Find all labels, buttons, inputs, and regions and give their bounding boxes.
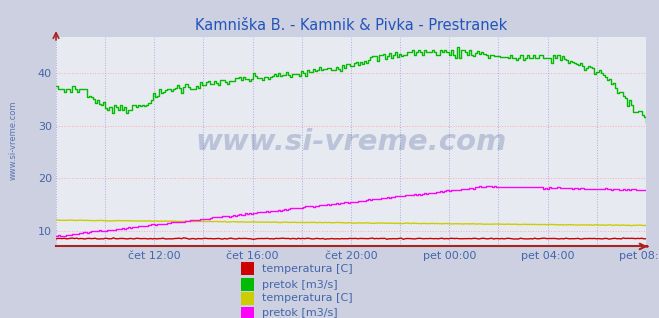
Text: pretok [m3/s]: pretok [m3/s]	[262, 280, 338, 290]
Text: temperatura [C]: temperatura [C]	[262, 264, 353, 274]
Text: temperatura [C]: temperatura [C]	[262, 293, 353, 303]
Title: Kamniška B. - Kamnik & Pivka - Prestranek: Kamniška B. - Kamnik & Pivka - Prestrane…	[195, 17, 507, 33]
Text: www.si-vreme.com: www.si-vreme.com	[9, 100, 18, 180]
Text: pretok [m3/s]: pretok [m3/s]	[262, 308, 338, 318]
Text: www.si-vreme.com: www.si-vreme.com	[195, 128, 507, 156]
